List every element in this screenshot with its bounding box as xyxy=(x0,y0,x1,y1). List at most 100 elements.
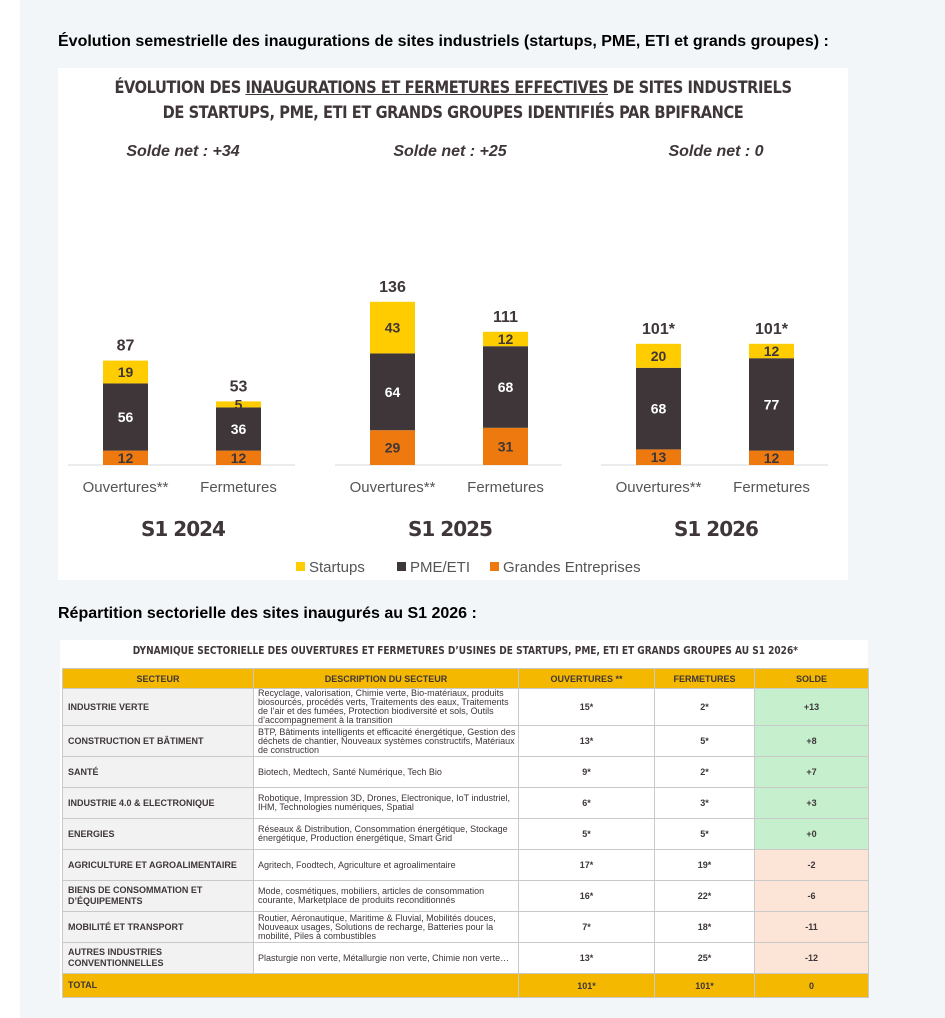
period-label: S1 2025 xyxy=(408,517,492,541)
legend-label: PME/ETI xyxy=(410,559,470,576)
table-row: MOBILITÉ ET TRANSPORT Routier, Aéronautiq… xyxy=(62,911,869,943)
balance-cell: -2 xyxy=(754,849,869,881)
category-label: Ouvertures** xyxy=(350,479,436,496)
closures-cell: 5* xyxy=(654,725,755,757)
sector-cell: AGRICULTURE ET AGROALIMENTAIRE xyxy=(62,849,254,881)
openings-cell: 15* xyxy=(518,688,655,726)
bar-segment xyxy=(749,358,794,451)
chart-title-pre: ÉVOLUTION DES xyxy=(114,78,246,98)
balance-cell: -11 xyxy=(754,911,869,943)
data-label: 12 xyxy=(118,450,134,466)
data-label: 12 xyxy=(764,450,780,466)
bar-segment xyxy=(370,301,415,354)
sector-cell: CONSTRUCTION ET BÂTIMENT xyxy=(62,725,254,757)
closures-cell: 25* xyxy=(654,942,755,974)
openings-cell: 5* xyxy=(518,818,655,850)
data-label: 29 xyxy=(385,440,401,456)
sector-cell: ENERGIES xyxy=(62,818,254,850)
category-label: Fermetures xyxy=(733,479,810,496)
sector-cell: MOBILITÉ ET TRANSPORT xyxy=(62,911,254,943)
table-row: INDUSTRIE 4.0 & ELECTRONIQUE Robotique, I… xyxy=(62,787,869,819)
legend-swatch xyxy=(490,562,499,571)
category-label: Ouvertures** xyxy=(83,479,169,496)
closures-cell: 19* xyxy=(654,849,755,881)
data-label: 12 xyxy=(498,331,514,347)
solde-net-label: Solde net : +34 xyxy=(126,143,239,160)
bar-total-label: 87 xyxy=(117,338,135,355)
table-heading: Répartition sectorielle des sites inaugu… xyxy=(58,605,477,622)
bar-segment xyxy=(370,430,415,465)
data-label: 19 xyxy=(118,364,134,380)
bar-segment xyxy=(103,383,148,451)
bar-segment xyxy=(636,449,681,465)
description-cell: Mode, cosmétiques, mobiliers, articles d… xyxy=(253,880,519,912)
chart-heading: Évolution semestrielle des inaugurations… xyxy=(58,33,829,50)
balance-cell: +7 xyxy=(754,756,869,788)
header-balance: SOLDE xyxy=(754,668,869,689)
bar-total-label: 101* xyxy=(755,321,789,338)
table-row: INDUSTRIE VERTE Recyclage, valorisation, … xyxy=(62,688,869,726)
openings-cell: 6* xyxy=(518,787,655,819)
bar-total-label: 101* xyxy=(642,321,676,338)
closures-cell: 18* xyxy=(654,911,755,943)
total-label: TOTAL xyxy=(62,973,519,998)
data-label: 77 xyxy=(764,396,780,412)
description-cell: Recyclage, valorisation, Chimie verte, B… xyxy=(253,688,519,726)
description-cell: Plasturgie non verte, Métallurgie non ve… xyxy=(253,942,519,974)
total-closures: 101* xyxy=(654,973,755,998)
description-cell: Routier, Aéronautique, Maritime & Fluvia… xyxy=(253,911,519,943)
table-row: BIENS DE CONSOMMATION ET D’ÉQUIPEMENTS Mo… xyxy=(62,880,869,912)
description-cell: BTP, Bâtiments intelligents et efficacit… xyxy=(253,725,519,757)
data-label: 31 xyxy=(498,438,514,454)
bar-segment xyxy=(749,450,794,465)
data-label: 12 xyxy=(764,343,780,359)
data-label: 64 xyxy=(385,384,401,400)
balance-cell: +8 xyxy=(754,725,869,757)
legend-swatch xyxy=(296,562,305,571)
category-label: Fermetures xyxy=(200,479,277,496)
data-label: 20 xyxy=(651,348,667,364)
period-label: S1 2024 xyxy=(141,517,225,541)
data-label: 12 xyxy=(231,450,247,466)
description-cell: Agritech, Foodtech, Agriculture et agroa… xyxy=(253,849,519,881)
sector-cell: AUTRES INDUSTRIES CONVENTIONNELLES xyxy=(62,942,254,974)
closures-cell: 5* xyxy=(654,818,755,850)
chart-container: ÉVOLUTION DES INAUGURATIONS ET FERMETURE… xyxy=(58,68,848,580)
data-label: 5 xyxy=(235,396,243,412)
total-openings: 101* xyxy=(518,973,655,998)
balance-cell: -6 xyxy=(754,880,869,912)
header-sector: SECTEUR xyxy=(62,668,254,689)
balance-cell: +3 xyxy=(754,787,869,819)
bar-total-label: 53 xyxy=(230,378,248,395)
sector-table: SECTEUR DESCRIPTION DU SECTEUR OUVERTURE… xyxy=(62,668,869,998)
data-label: 68 xyxy=(651,401,667,417)
bar-total-label: 111 xyxy=(493,309,518,326)
bar-segment xyxy=(103,450,148,465)
stacked-bar-chart: Solde net : +34 S1 2024 12 56 19 87 Ouvertures… xyxy=(68,143,828,576)
closures-cell: 2* xyxy=(654,688,755,726)
bar-segment xyxy=(749,343,794,359)
openings-cell: 16* xyxy=(518,880,655,912)
category-label: Fermetures xyxy=(467,479,544,496)
data-label: 13 xyxy=(651,449,667,465)
bar-segment xyxy=(370,353,415,431)
bar-segment xyxy=(483,331,528,347)
bar-segment xyxy=(636,343,681,368)
table-row: CONSTRUCTION ET BÂTIMENT BTP, Bâtiments i… xyxy=(62,725,869,757)
balance-cell: +0 xyxy=(754,818,869,850)
period-label: S1 2026 xyxy=(674,517,758,541)
data-label: 68 xyxy=(498,379,514,395)
total-balance: 0 xyxy=(754,973,869,998)
table-row: ENERGIES Réseaux & Distribution, Consomma… xyxy=(62,818,869,850)
table-header-row: SECTEUR DESCRIPTION DU SECTEUR OUVERTURE… xyxy=(62,668,869,689)
category-label: Ouvertures** xyxy=(616,479,702,496)
bar-segment xyxy=(216,407,261,451)
bar-segment xyxy=(216,401,261,408)
table-container: DYNAMIQUE SECTORIELLE DES OUVERTURES ET … xyxy=(60,640,869,998)
openings-cell: 7* xyxy=(518,911,655,943)
header-openings: OUVERTURES ** xyxy=(518,668,655,689)
closures-cell: 2* xyxy=(654,756,755,788)
header-closures: FERMETURES xyxy=(654,668,755,689)
bar-total-label: 136 xyxy=(379,279,406,296)
header-description: DESCRIPTION DU SECTEUR xyxy=(253,668,519,689)
